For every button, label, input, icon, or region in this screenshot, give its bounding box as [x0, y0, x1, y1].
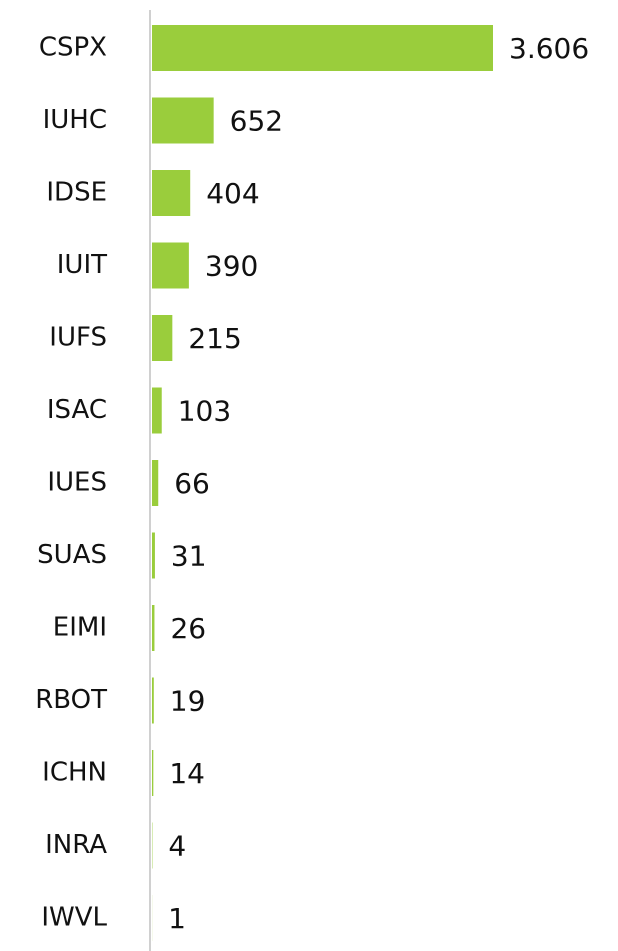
category-label: IUIT [57, 250, 107, 280]
value-label: 31 [171, 540, 207, 573]
value-label: 3.606 [509, 32, 589, 65]
value-label: 14 [169, 757, 205, 790]
value-label: 404 [206, 177, 259, 210]
bar [152, 677, 154, 724]
category-label: CSPX [39, 33, 107, 63]
value-label: 652 [230, 105, 283, 138]
value-label: 1 [168, 902, 186, 935]
bar [152, 605, 155, 651]
category-label: IUHC [43, 105, 107, 135]
bar [152, 170, 191, 216]
value-label: 19 [170, 685, 206, 718]
category-label: RBOT [35, 685, 107, 715]
value-label: 4 [168, 830, 186, 863]
value-label: 103 [178, 395, 231, 428]
category-label: IWVL [41, 903, 107, 933]
category-label: IUFS [49, 323, 107, 353]
category-label: EIMI [53, 613, 107, 643]
category-label: ICHN [42, 758, 107, 788]
bar [152, 242, 189, 289]
value-label: 66 [174, 467, 210, 500]
value-label: 26 [170, 612, 206, 645]
bar [152, 315, 173, 361]
bar [152, 532, 155, 579]
value-label: 390 [205, 250, 258, 283]
bar [152, 387, 162, 434]
bar [152, 25, 493, 71]
bar [152, 750, 154, 796]
category-label: IUES [47, 468, 107, 498]
category-label: SUAS [37, 540, 107, 570]
bar [152, 97, 214, 144]
category-label: IDSE [46, 178, 107, 208]
category-label: ISAC [47, 395, 107, 425]
category-label: INRA [45, 830, 107, 860]
bar [152, 460, 159, 506]
value-label: 215 [188, 322, 241, 355]
